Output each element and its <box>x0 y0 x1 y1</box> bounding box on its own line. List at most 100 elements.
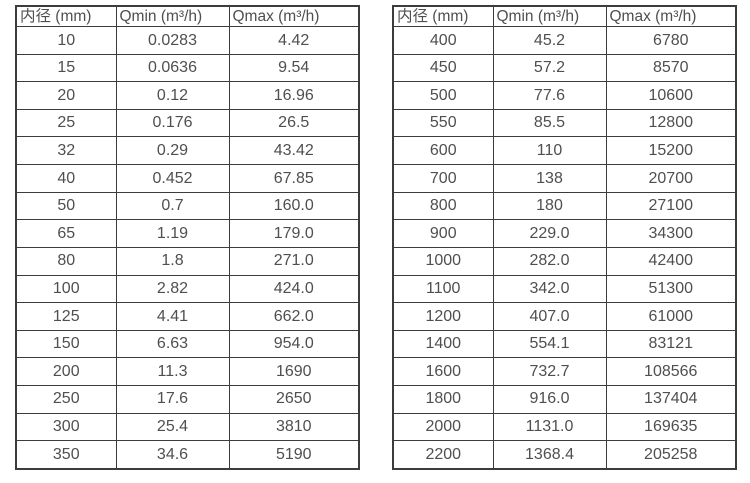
table-cell: 34300 <box>605 219 737 248</box>
table-row: 800 180 27100 <box>392 191 737 221</box>
table-cell: 10 <box>15 26 117 55</box>
table-cell: 108566 <box>605 357 737 386</box>
table-row: 65 1.19 179.0 <box>15 219 360 248</box>
table-cell: 17.6 <box>115 384 230 414</box>
table-cell: 554.1 <box>492 329 607 359</box>
table-cell: 57.2 <box>492 53 607 83</box>
header-row: 内径 (mm) Qmin (m³/h) Qmax (m³/h) <box>15 5 360 28</box>
table-cell: 732.7 <box>492 357 607 386</box>
table-cell: 350 <box>15 440 117 470</box>
column-header-qmin: Qmin (m³/h) <box>492 5 607 28</box>
table-row: 100 2.82 424.0 <box>15 274 360 304</box>
table-cell: 4.41 <box>115 302 230 331</box>
table-cell: 2000 <box>392 412 494 442</box>
table-row: 1100 342.0 51300 <box>392 274 737 304</box>
table-cell: 50 <box>15 191 117 221</box>
table-row: 25 0.176 26.5 <box>15 108 360 138</box>
table-cell: 34.6 <box>115 440 230 470</box>
table-row: 250 17.6 2650 <box>15 384 360 414</box>
table-row: 200 11.3 1690 <box>15 357 360 386</box>
table-cell: 2200 <box>392 440 494 470</box>
table-row: 1600 732.7 108566 <box>392 357 737 386</box>
table-cell: 1400 <box>392 329 494 359</box>
table-cell: 20 <box>15 81 117 110</box>
table-cell: 25.4 <box>115 412 230 442</box>
table-cell: 85.5 <box>492 108 607 138</box>
table-row: 1800 916.0 137404 <box>392 384 737 414</box>
table-cell: 1.8 <box>115 246 230 276</box>
table-cell: 0.176 <box>115 108 230 138</box>
table-cell: 6.63 <box>115 329 230 359</box>
table-cell: 9.54 <box>228 53 360 83</box>
table-cell: 8570 <box>605 53 737 83</box>
table-cell: 0.7 <box>115 191 230 221</box>
table-cell: 1368.4 <box>492 440 607 470</box>
table-row: 150 6.63 954.0 <box>15 329 360 359</box>
table-row: 2200 1368.4 205258 <box>392 440 737 470</box>
table-cell: 900 <box>392 219 494 248</box>
table-cell: 0.0283 <box>115 26 230 55</box>
table-cell: 2650 <box>228 384 360 414</box>
table-cell: 11.3 <box>115 357 230 386</box>
table-row: 80 1.8 271.0 <box>15 246 360 276</box>
table-row: 40 0.452 67.85 <box>15 164 360 193</box>
table-cell: 1800 <box>392 384 494 414</box>
table-cell: 205258 <box>605 440 737 470</box>
table-cell: 77.6 <box>492 81 607 110</box>
table-cell: 83121 <box>605 329 737 359</box>
table-cell: 250 <box>15 384 117 414</box>
column-header-diameter: 内径 (mm) <box>392 5 494 28</box>
flow-spec-table-right: 内径 (mm) Qmin (m³/h) Qmax (m³/h) 400 45.2 6780… <box>392 5 737 470</box>
table-cell: 43.42 <box>228 136 360 166</box>
table-cell: 12800 <box>605 108 737 138</box>
table-row: 20 0.12 16.96 <box>15 81 360 110</box>
table-row: 2000 1131.0 169635 <box>392 412 737 442</box>
table-cell: 3810 <box>228 412 360 442</box>
table-cell: 169635 <box>605 412 737 442</box>
table-cell: 42400 <box>605 246 737 276</box>
table-cell: 271.0 <box>228 246 360 276</box>
table-row: 1400 554.1 83121 <box>392 329 737 359</box>
table-row: 1200 407.0 61000 <box>392 302 737 331</box>
table-row: 32 0.29 43.42 <box>15 136 360 166</box>
table-cell: 342.0 <box>492 274 607 304</box>
table-cell: 0.0636 <box>115 53 230 83</box>
table-cell: 300 <box>15 412 117 442</box>
table-row: 700 138 20700 <box>392 164 737 193</box>
table-cell: 6780 <box>605 26 737 55</box>
table-cell: 662.0 <box>228 302 360 331</box>
table-row: 300 25.4 3810 <box>15 412 360 442</box>
table-row: 1000 282.0 42400 <box>392 246 737 276</box>
table-row: 350 34.6 5190 <box>15 440 360 470</box>
table-row: 500 77.6 10600 <box>392 81 737 110</box>
table-row: 15 0.0636 9.54 <box>15 53 360 83</box>
table-cell: 4.42 <box>228 26 360 55</box>
table-cell: 0.12 <box>115 81 230 110</box>
table-cell: 179.0 <box>228 219 360 248</box>
table-cell: 916.0 <box>492 384 607 414</box>
table-cell: 15 <box>15 53 117 83</box>
table-cell: 5190 <box>228 440 360 470</box>
table-cell: 1600 <box>392 357 494 386</box>
table-cell: 110 <box>492 136 607 166</box>
table-row: 600 110 15200 <box>392 136 737 166</box>
column-header-qmax: Qmax (m³/h) <box>605 5 737 28</box>
table-cell: 16.96 <box>228 81 360 110</box>
table-cell: 160.0 <box>228 191 360 221</box>
table-row: 900 229.0 34300 <box>392 219 737 248</box>
table-cell: 80 <box>15 246 117 276</box>
table-cell: 26.5 <box>228 108 360 138</box>
table-cell: 600 <box>392 136 494 166</box>
table-cell: 25 <box>15 108 117 138</box>
table-cell: 1131.0 <box>492 412 607 442</box>
header-row: 内径 (mm) Qmin (m³/h) Qmax (m³/h) <box>392 5 737 28</box>
table-cell: 1200 <box>392 302 494 331</box>
table-row: 10 0.0283 4.42 <box>15 26 360 55</box>
table-cell: 500 <box>392 81 494 110</box>
table-cell: 100 <box>15 274 117 304</box>
table-cell: 0.452 <box>115 164 230 193</box>
table-cell: 700 <box>392 164 494 193</box>
table-row: 50 0.7 160.0 <box>15 191 360 221</box>
table-cell: 32 <box>15 136 117 166</box>
table-cell: 51300 <box>605 274 737 304</box>
